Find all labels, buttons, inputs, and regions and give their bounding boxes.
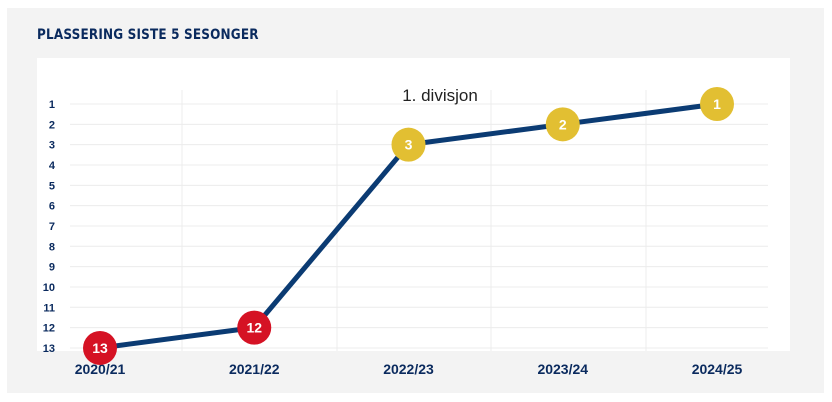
x-tick-label: 2020/21 — [75, 361, 126, 377]
y-tick-label: 12 — [43, 323, 55, 335]
data-point-marker — [700, 87, 734, 121]
chart-title: PLASSERING SISTE 5 SESONGER — [37, 27, 259, 43]
y-tick-label: 7 — [49, 221, 55, 233]
data-point-marker — [391, 127, 426, 162]
data-point-marker — [83, 330, 117, 365]
x-tick-label: 2022/23 — [383, 361, 434, 377]
x-tick-label: 2021/22 — [229, 361, 280, 377]
y-tick-label: 5 — [49, 180, 55, 192]
data-point: 2 — [545, 107, 580, 142]
y-tick-label: 13 — [43, 343, 55, 355]
x-axis-ticks: 2020/21 2021/22 2022/23 2023/24 2024/25 — [75, 361, 743, 377]
y-tick-label: 2 — [49, 119, 55, 131]
y-tick-label: 10 — [43, 282, 55, 294]
x-tick-label: 2023/24 — [537, 361, 588, 377]
y-tick-label: 1 — [49, 99, 55, 111]
data-point: 1 — [700, 87, 734, 121]
y-tick-label: 9 — [49, 262, 55, 274]
data-point-label: 2 — [559, 116, 567, 132]
data-point-marker — [545, 107, 580, 142]
data-point-label: 12 — [246, 320, 262, 336]
data-point: 13 — [83, 330, 117, 365]
plot-area — [37, 58, 790, 351]
grid-lines — [70, 90, 768, 351]
data-point-label: 13 — [92, 340, 108, 356]
data-point: 3 — [391, 127, 426, 162]
data-point-marker — [237, 310, 272, 345]
data-point-label: 3 — [405, 137, 413, 153]
x-tick-label: 2024/25 — [692, 361, 743, 377]
y-tick-label: 3 — [49, 140, 55, 152]
y-tick-label: 6 — [49, 201, 55, 213]
data-point: 12 — [237, 310, 272, 345]
division-annotation: 1. divisjon — [402, 86, 478, 105]
data-point-label: 1 — [713, 96, 721, 112]
y-tick-label: 11 — [43, 302, 55, 314]
y-tick-label: 8 — [49, 241, 55, 253]
data-points: 13 12 3 2 1 — [83, 87, 734, 365]
y-tick-label: 4 — [49, 160, 56, 172]
